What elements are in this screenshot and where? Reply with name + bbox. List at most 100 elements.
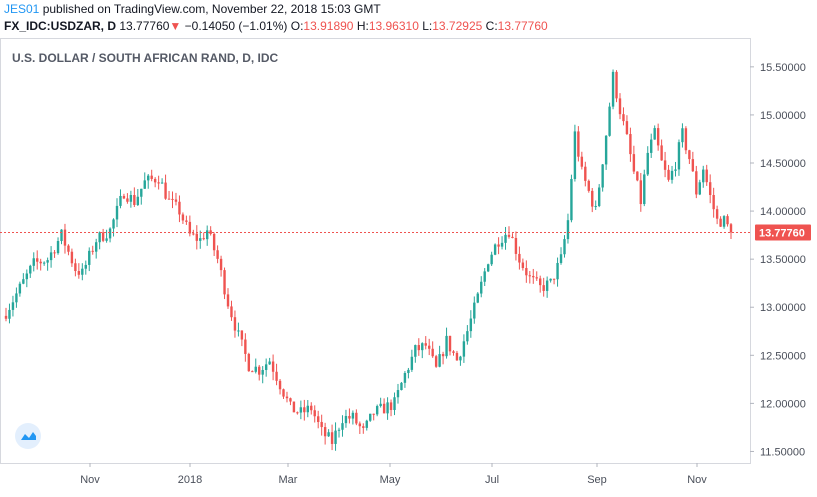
candle-down bbox=[91, 250, 94, 252]
tradingview-logo-icon[interactable] bbox=[15, 423, 41, 449]
candle-up bbox=[22, 279, 25, 284]
candle-down bbox=[625, 121, 629, 135]
candle-down bbox=[448, 335, 452, 352]
candle-up bbox=[119, 195, 122, 206]
candle-up bbox=[400, 382, 403, 391]
candle-up bbox=[604, 135, 608, 165]
candle-down bbox=[726, 216, 729, 225]
candle-down bbox=[348, 415, 351, 419]
last-price: 13.77760 bbox=[119, 19, 170, 33]
symbol-label[interactable]: FX_IDC:USDZAR, D bbox=[4, 19, 117, 33]
candle-up bbox=[268, 361, 271, 365]
candle-up bbox=[681, 128, 684, 143]
candle-up bbox=[306, 405, 309, 413]
candle-up bbox=[396, 390, 400, 398]
candle-down bbox=[629, 134, 632, 155]
candle-up bbox=[653, 128, 656, 140]
candle-down bbox=[323, 427, 327, 437]
candle-down bbox=[4, 315, 8, 319]
candle-down bbox=[289, 398, 292, 402]
candle-down bbox=[521, 262, 525, 269]
candle-down bbox=[525, 268, 528, 276]
candle-down bbox=[122, 195, 126, 199]
candle-up bbox=[570, 178, 573, 221]
candle-down bbox=[507, 234, 511, 237]
price-chart[interactable]: 11.50000 12.00000 12.50000 13.00000 13.50000… bbox=[0, 38, 817, 497]
change-value: −0.14050 (−1.01%) bbox=[184, 19, 288, 33]
candle-up bbox=[407, 369, 410, 374]
candle-up bbox=[611, 71, 615, 107]
author-link[interactable]: JES01 bbox=[4, 2, 40, 16]
candle-up bbox=[597, 187, 601, 207]
candle-up bbox=[670, 170, 674, 180]
candle-down bbox=[278, 380, 282, 390]
time-axis[interactable]: Nov 2018 Mar May Jul Sep Nov bbox=[80, 463, 707, 486]
price-axis[interactable]: 11.50000 12.00000 12.50000 13.00000 13.50000… bbox=[750, 62, 806, 459]
candle-down bbox=[53, 252, 56, 254]
candle-up bbox=[11, 302, 15, 310]
candle-down bbox=[362, 426, 365, 428]
candle-down bbox=[684, 128, 688, 151]
candle-up bbox=[646, 152, 649, 175]
candle-up bbox=[112, 219, 115, 229]
candle-up bbox=[566, 220, 570, 240]
candle-down bbox=[424, 343, 427, 346]
candle-up bbox=[594, 206, 597, 208]
candle-down bbox=[178, 201, 181, 215]
candle-up bbox=[237, 330, 240, 332]
candle-down bbox=[219, 258, 223, 271]
candle-down bbox=[688, 150, 691, 160]
candle-down bbox=[615, 71, 618, 99]
candle-up bbox=[365, 420, 368, 428]
y-tick-label: 15.50000 bbox=[760, 62, 806, 74]
candle-up bbox=[438, 354, 441, 367]
y-tick-label: 15.00000 bbox=[760, 110, 806, 122]
candle-down bbox=[164, 182, 167, 199]
candle-up bbox=[29, 265, 32, 274]
candle-down bbox=[282, 389, 285, 397]
candle-up bbox=[462, 341, 466, 357]
candle-down bbox=[285, 396, 289, 399]
candle-up bbox=[469, 318, 473, 332]
y-tick-label: 13.50000 bbox=[760, 254, 806, 266]
candle-down bbox=[230, 306, 233, 318]
candle-up bbox=[563, 239, 566, 255]
open-label: O: bbox=[290, 19, 304, 33]
candle-up bbox=[261, 369, 264, 375]
y-tick-label: 11.50000 bbox=[760, 446, 805, 458]
publish-line: JES01 published on TradingView.com, Nove… bbox=[4, 2, 381, 16]
candle-down bbox=[452, 351, 455, 353]
candle-up bbox=[254, 366, 257, 372]
x-tick-label: Sep bbox=[587, 474, 607, 486]
candle-up bbox=[136, 196, 140, 205]
candle-down bbox=[715, 209, 719, 219]
candle-down bbox=[244, 339, 247, 354]
candle-down bbox=[167, 198, 171, 200]
chart-area[interactable]: 11.50000 12.00000 12.50000 13.00000 13.50000… bbox=[0, 38, 817, 497]
candle-up bbox=[98, 232, 101, 243]
candles-layer bbox=[4, 69, 733, 451]
candle-up bbox=[88, 250, 91, 265]
candle-down bbox=[36, 258, 39, 262]
open-value: 13.91890 bbox=[303, 19, 354, 33]
candle-up bbox=[205, 230, 209, 240]
candle-down bbox=[223, 270, 226, 295]
candle-down bbox=[580, 156, 584, 167]
candle-down bbox=[729, 224, 733, 233]
candle-down bbox=[39, 261, 42, 264]
candle-down bbox=[216, 250, 219, 259]
candle-down bbox=[181, 214, 185, 221]
candle-up bbox=[337, 429, 341, 431]
candle-up bbox=[42, 262, 46, 264]
candle-up bbox=[369, 413, 372, 421]
candle-up bbox=[299, 407, 303, 413]
candle-up bbox=[375, 406, 379, 415]
candle-down bbox=[587, 180, 590, 191]
candle-down bbox=[528, 275, 532, 277]
candle-up bbox=[344, 415, 348, 424]
candle-down bbox=[708, 182, 712, 195]
y-tick-label: 14.00000 bbox=[760, 206, 806, 218]
candle-up bbox=[199, 238, 202, 241]
candle-down bbox=[542, 285, 545, 291]
candle-down bbox=[358, 423, 362, 427]
